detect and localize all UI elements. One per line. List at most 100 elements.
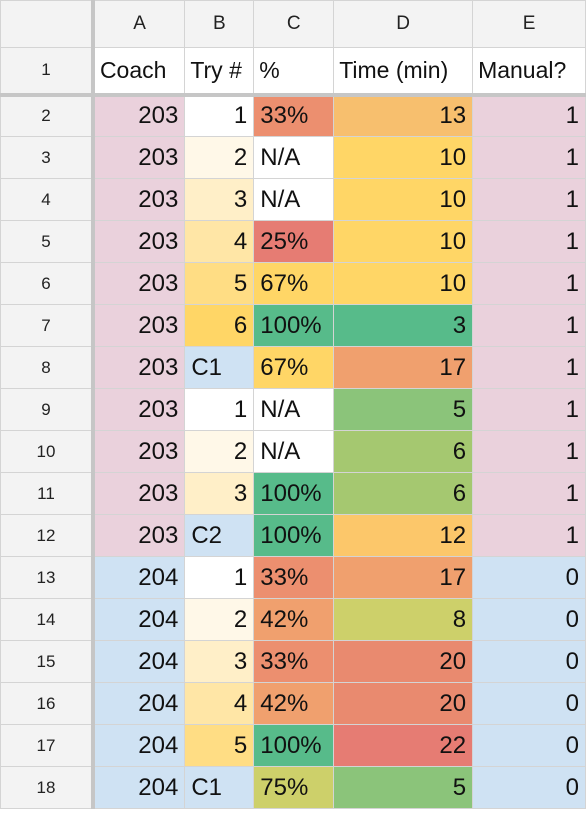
cell-time[interactable]: 5 [333,766,474,809]
cell-manual[interactable]: 0 [472,640,586,683]
cell-manual[interactable]: 0 [472,724,586,767]
cell-coach[interactable]: 203 [92,178,186,221]
cell-coach[interactable]: 204 [92,598,186,641]
cell-try[interactable]: C2 [184,514,255,557]
cell-coach[interactable]: 204 [92,556,186,599]
cell-percent[interactable]: N/A [253,388,335,431]
cell-manual[interactable]: 0 [472,766,586,809]
row-header[interactable]: 16 [0,682,95,725]
cell-time[interactable]: 17 [333,346,474,389]
cell-manual[interactable]: 0 [472,556,586,599]
cell-coach[interactable]: 203 [92,136,186,179]
column-header-e[interactable]: E [472,0,586,48]
header-cell-time[interactable]: Time (min) [333,47,474,97]
cell-manual[interactable]: 1 [472,430,586,473]
cell-coach[interactable]: 203 [92,262,186,305]
header-cell-coach[interactable]: Coach [92,47,186,97]
cell-percent[interactable]: 25% [253,220,335,263]
cell-try[interactable]: 2 [184,598,255,641]
cell-time[interactable]: 13 [333,94,474,137]
cell-coach[interactable]: 204 [92,724,186,767]
cell-coach[interactable]: 204 [92,682,186,725]
cell-manual[interactable]: 1 [472,94,586,137]
cell-time[interactable]: 20 [333,682,474,725]
column-header-b[interactable]: B [184,0,255,48]
row-header[interactable]: 6 [0,262,95,305]
row-header[interactable]: 18 [0,766,95,809]
cell-try[interactable]: 2 [184,136,255,179]
row-header[interactable]: 7 [0,304,95,347]
cell-time[interactable]: 12 [333,514,474,557]
cell-manual[interactable]: 0 [472,682,586,725]
cell-time[interactable]: 10 [333,220,474,263]
cell-coach[interactable]: 203 [92,94,186,137]
cell-time[interactable]: 20 [333,640,474,683]
cell-manual[interactable]: 1 [472,514,586,557]
cell-try[interactable]: 4 [184,220,255,263]
cell-time[interactable]: 3 [333,304,474,347]
row-header[interactable]: 10 [0,430,95,473]
cell-try[interactable]: 1 [184,94,255,137]
row-header[interactable]: 2 [0,94,95,137]
cell-try[interactable]: 5 [184,724,255,767]
cell-percent[interactable]: 42% [253,682,335,725]
row-header[interactable]: 13 [0,556,95,599]
cell-try[interactable]: C1 [184,766,255,809]
cell-percent[interactable]: 100% [253,472,335,515]
column-header-c[interactable]: C [253,0,335,48]
select-all-corner[interactable] [0,0,95,48]
cell-try[interactable]: 5 [184,262,255,305]
cell-time[interactable]: 10 [333,136,474,179]
row-header[interactable]: 8 [0,346,95,389]
cell-coach[interactable]: 204 [92,766,186,809]
cell-manual[interactable]: 1 [472,388,586,431]
cell-time[interactable]: 5 [333,388,474,431]
cell-time[interactable]: 10 [333,262,474,305]
column-header-d[interactable]: D [333,0,474,48]
cell-manual[interactable]: 1 [472,220,586,263]
cell-percent[interactable]: 100% [253,514,335,557]
row-header[interactable]: 9 [0,388,95,431]
row-header[interactable]: 11 [0,472,95,515]
cell-try[interactable]: 6 [184,304,255,347]
column-header-a[interactable]: A [92,0,186,48]
cell-coach[interactable]: 203 [92,220,186,263]
cell-time[interactable]: 10 [333,178,474,221]
cell-percent[interactable]: N/A [253,178,335,221]
cell-percent[interactable]: 33% [253,640,335,683]
cell-coach[interactable]: 203 [92,304,186,347]
header-cell-manual[interactable]: Manual? [472,47,586,97]
cell-manual[interactable]: 1 [472,178,586,221]
row-header[interactable]: 4 [0,178,95,221]
row-header[interactable]: 14 [0,598,95,641]
cell-coach[interactable]: 204 [92,640,186,683]
cell-percent[interactable]: 67% [253,346,335,389]
cell-percent[interactable]: 33% [253,94,335,137]
cell-percent[interactable]: 100% [253,724,335,767]
cell-manual[interactable]: 1 [472,472,586,515]
row-header[interactable]: 1 [0,47,95,97]
cell-manual[interactable]: 0 [472,598,586,641]
cell-manual[interactable]: 1 [472,346,586,389]
cell-manual[interactable]: 1 [472,262,586,305]
row-header[interactable]: 3 [0,136,95,179]
row-header[interactable]: 5 [0,220,95,263]
cell-percent[interactable]: 75% [253,766,335,809]
cell-try[interactable]: C1 [184,346,255,389]
row-header[interactable]: 17 [0,724,95,767]
cell-try[interactable]: 1 [184,556,255,599]
cell-time[interactable]: 6 [333,430,474,473]
cell-coach[interactable]: 203 [92,514,186,557]
cell-percent[interactable]: N/A [253,430,335,473]
cell-manual[interactable]: 1 [472,136,586,179]
cell-coach[interactable]: 203 [92,430,186,473]
cell-time[interactable]: 17 [333,556,474,599]
cell-try[interactable]: 3 [184,472,255,515]
cell-try[interactable]: 2 [184,430,255,473]
header-cell-try[interactable]: Try # [184,47,255,97]
cell-percent[interactable]: 33% [253,556,335,599]
header-cell-percent[interactable]: % [253,47,335,97]
cell-coach[interactable]: 203 [92,346,186,389]
cell-percent[interactable]: 67% [253,262,335,305]
cell-coach[interactable]: 203 [92,388,186,431]
